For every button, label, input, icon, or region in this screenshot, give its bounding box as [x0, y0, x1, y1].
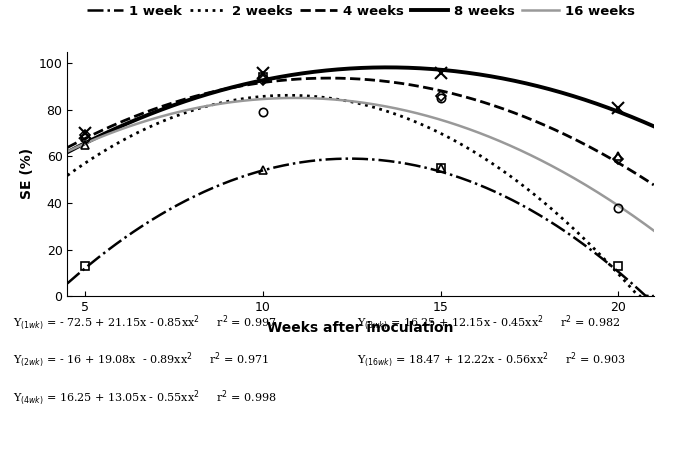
Text: Y$_{(16wk)}$ = 18.47 + 12.22x - 0.56xx$^{2}$     r$^{2}$ = 0.903: Y$_{(16wk)}$ = 18.47 + 12.22x - 0.56xx$^…: [357, 350, 626, 369]
Text: Y$_{(4wk)}$ = 16.25 + 13.05x - 0.55xx$^{2}$     r$^{2}$ = 0.998: Y$_{(4wk)}$ = 16.25 + 13.05x - 0.55xx$^{…: [13, 388, 277, 407]
Text: Y$_{(8wk)}$ = 16.25 + 12.15x - 0.45xx$^{2}$     r$^{2}$ = 0.982: Y$_{(8wk)}$ = 16.25 + 12.15x - 0.45xx$^{…: [357, 313, 621, 331]
Text: Y$_{(2wk)}$ = - 16 + 19.08x  - 0.89xx$^{2}$     r$^{2}$ = 0.971: Y$_{(2wk)}$ = - 16 + 19.08x - 0.89xx$^{2…: [13, 350, 270, 369]
Y-axis label: SE (%): SE (%): [20, 149, 34, 199]
Legend: 1 week, 2 weeks, 4 weeks, 8 weeks, 16 weeks: 1 week, 2 weeks, 4 weeks, 8 weeks, 16 we…: [86, 5, 635, 17]
Text: Y$_{(1wk)}$ = - 72.5 + 21.15x - 0.85xx$^{2}$     r$^{2}$ = 0.997: Y$_{(1wk)}$ = - 72.5 + 21.15x - 0.85xx$^…: [13, 313, 277, 331]
X-axis label: Weeks after inoculation: Weeks after inoculation: [268, 321, 454, 335]
